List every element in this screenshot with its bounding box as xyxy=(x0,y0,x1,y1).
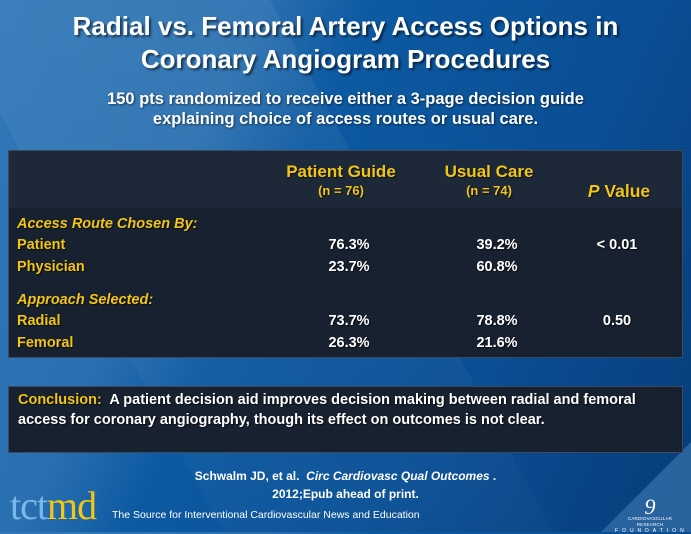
slide-subtitle-line1: 150 pts randomized to receive either a 3… xyxy=(107,90,584,108)
citation-trail: . xyxy=(489,469,497,483)
column-label: Value xyxy=(599,181,651,201)
crf-foundation-logo: 9 CARDIOVASCULAR RESEARCH FOUNDATION xyxy=(615,494,688,534)
cell-guide-physician: 23.7% xyxy=(328,259,370,275)
cell-guide-femoral: 26.3% xyxy=(328,335,370,351)
column-header-patient-guide: Patient Guide (n = 76) xyxy=(261,162,421,199)
row-label-physician: Physician xyxy=(17,259,85,275)
column-label: Patient Guide xyxy=(286,162,396,181)
tctmd-logo: tctmd xyxy=(10,483,97,528)
slide-title-line2: Coronary Angiogram Procedures xyxy=(140,44,551,74)
crf-swirl-icon: 9 xyxy=(644,494,656,519)
tagline: The Source for Interventional Cardiovasc… xyxy=(112,509,420,521)
results-table: Patient Guide (n = 76) Usual Care (n = 7… xyxy=(8,150,683,358)
background-corner-accent xyxy=(601,442,691,532)
row-label-radial: Radial xyxy=(17,313,61,329)
column-header-p-value: P Value xyxy=(569,181,669,201)
section-title-approach: Approach Selected: xyxy=(17,292,154,308)
citation: Schwalm JD, et al. Circ Cardiovasc Qual … xyxy=(0,467,691,503)
logo-md: md xyxy=(46,483,97,528)
table-header xyxy=(9,151,682,208)
conclusion-text: A patient decision aid improves decision… xyxy=(18,392,636,428)
cell-guide-radial: 73.7% xyxy=(328,313,370,329)
section-title-access-route: Access Route Chosen By: xyxy=(17,216,198,232)
citation-authors: Schwalm JD, et al. xyxy=(194,469,300,483)
citation-line2: 2012;Epub ahead of print. xyxy=(272,487,419,501)
column-n: (n = 76) xyxy=(318,183,364,198)
cell-usual-femoral: 21.6% xyxy=(476,335,518,351)
cell-usual-patient: 39.2% xyxy=(476,237,518,253)
conclusion-lead: Conclusion: xyxy=(18,392,102,408)
slide-subtitle: 150 pts randomized to receive either a 3… xyxy=(0,89,691,129)
p-symbol: P xyxy=(587,181,600,201)
column-header-usual-care: Usual Care (n = 74) xyxy=(409,162,569,199)
cell-usual-radial: 78.8% xyxy=(476,313,518,329)
citation-journal: Circ Cardiovasc Qual Outcomes xyxy=(306,469,490,483)
slide-title: Radial vs. Femoral Artery Access Options… xyxy=(0,10,691,76)
logo-tct: tct xyxy=(10,483,48,528)
cell-p-approach: 0.50 xyxy=(602,313,632,329)
cell-p-access-route: < 0.01 xyxy=(596,237,638,253)
conclusion-box: Conclusion: A patient decision aid impro… xyxy=(8,386,683,453)
row-label-femoral: Femoral xyxy=(17,335,74,351)
column-n: (n = 74) xyxy=(466,183,512,198)
crf-foundation-text: FOUNDATION xyxy=(615,528,688,534)
citation-line1: Schwalm JD, et al. Circ Cardiovasc Qual … xyxy=(0,467,691,485)
slide-subtitle-line2: explaining choice of access routes or us… xyxy=(152,110,539,128)
cell-guide-patient: 76.3% xyxy=(328,237,370,253)
crf-org-name: CARDIOVASCULAR RESEARCH xyxy=(627,516,673,527)
column-label: Usual Care xyxy=(444,162,534,181)
slide-title-line1: Radial vs. Femoral Artery Access Options… xyxy=(72,11,619,41)
row-label-patient: Patient xyxy=(17,237,66,253)
cell-usual-physician: 60.8% xyxy=(476,259,518,275)
